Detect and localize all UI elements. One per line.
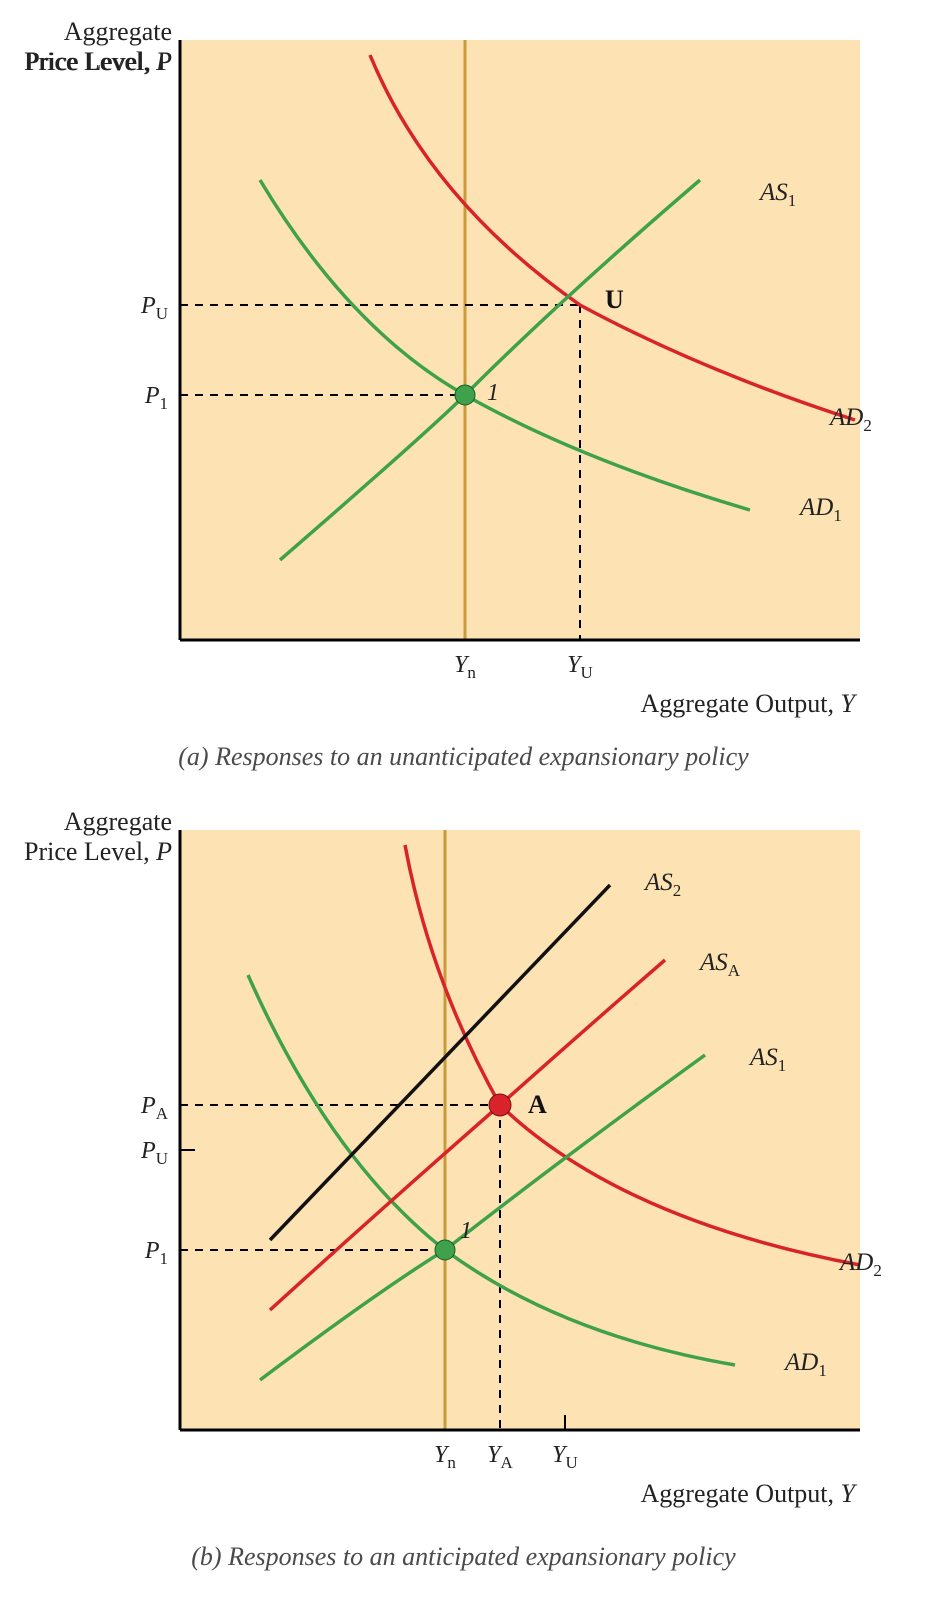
plot-bg-b: [180, 830, 860, 1430]
xtick-yn-b: Yn: [434, 1442, 456, 1472]
diagram-a: 1 U AS1 AD1 AD2 Aggregate Price Level, P…: [0, 0, 927, 730]
ylabel-b-2: Price Level, P: [24, 837, 172, 866]
point-a-b: [489, 1094, 511, 1116]
ytick-pu-a: PU: [140, 293, 168, 323]
xtick-yn-a: Yn: [454, 652, 476, 682]
ytick-p1-a: P1: [144, 383, 168, 413]
xtick-yu-b: YU: [552, 1442, 578, 1472]
point-1-b: [435, 1240, 455, 1260]
xtick-yu-a: YU: [567, 652, 593, 682]
label-point-1-b: 1: [460, 1218, 472, 1244]
point-1-a: [455, 385, 475, 405]
label-ad2-b: AD2: [838, 1249, 882, 1280]
label-point-u-a: U: [605, 285, 624, 314]
ylabel-a-1: Aggregate: [64, 17, 172, 46]
label-point-a-b: A: [528, 1090, 547, 1119]
label-ad2-a: AD2: [828, 404, 872, 435]
caption-b: (b) Responses to an anticipated expansio…: [0, 1530, 927, 1590]
ytick-pu-b: PU: [140, 1138, 168, 1168]
ylabel-a-2b: Price Level, P: [24, 47, 172, 76]
caption-a: (a) Responses to an unanticipated expans…: [0, 730, 927, 790]
xlabel-a: Aggregate Output, Y: [641, 689, 858, 718]
ylabel-b-1: Aggregate: [64, 807, 172, 836]
ytick-p1-b: P1: [144, 1238, 168, 1268]
diagram-b: 1 A AS2 ASA AS1 AD2 AD1 Aggregate Price …: [0, 790, 927, 1530]
ytick-pa-b: PA: [140, 1093, 169, 1123]
xlabel-b: Aggregate Output, Y: [641, 1479, 858, 1508]
xtick-ya-b: YA: [487, 1442, 513, 1472]
label-point-1-a: 1: [487, 380, 499, 406]
panel-b: 1 A AS2 ASA AS1 AD2 AD1 Aggregate Price …: [0, 790, 927, 1590]
panel-a: 1 U AS1 AD1 AD2 Aggregate Price Level, P…: [0, 0, 927, 790]
